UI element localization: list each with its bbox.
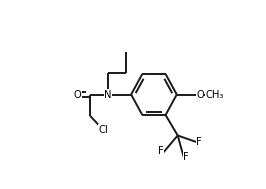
Text: F: F xyxy=(183,152,189,162)
Text: O: O xyxy=(73,90,81,99)
Text: F: F xyxy=(158,146,164,156)
Text: O: O xyxy=(196,90,204,99)
Text: N: N xyxy=(104,90,112,99)
Text: Cl: Cl xyxy=(98,125,108,135)
Text: F: F xyxy=(196,137,202,147)
Text: CH₃: CH₃ xyxy=(206,90,224,99)
